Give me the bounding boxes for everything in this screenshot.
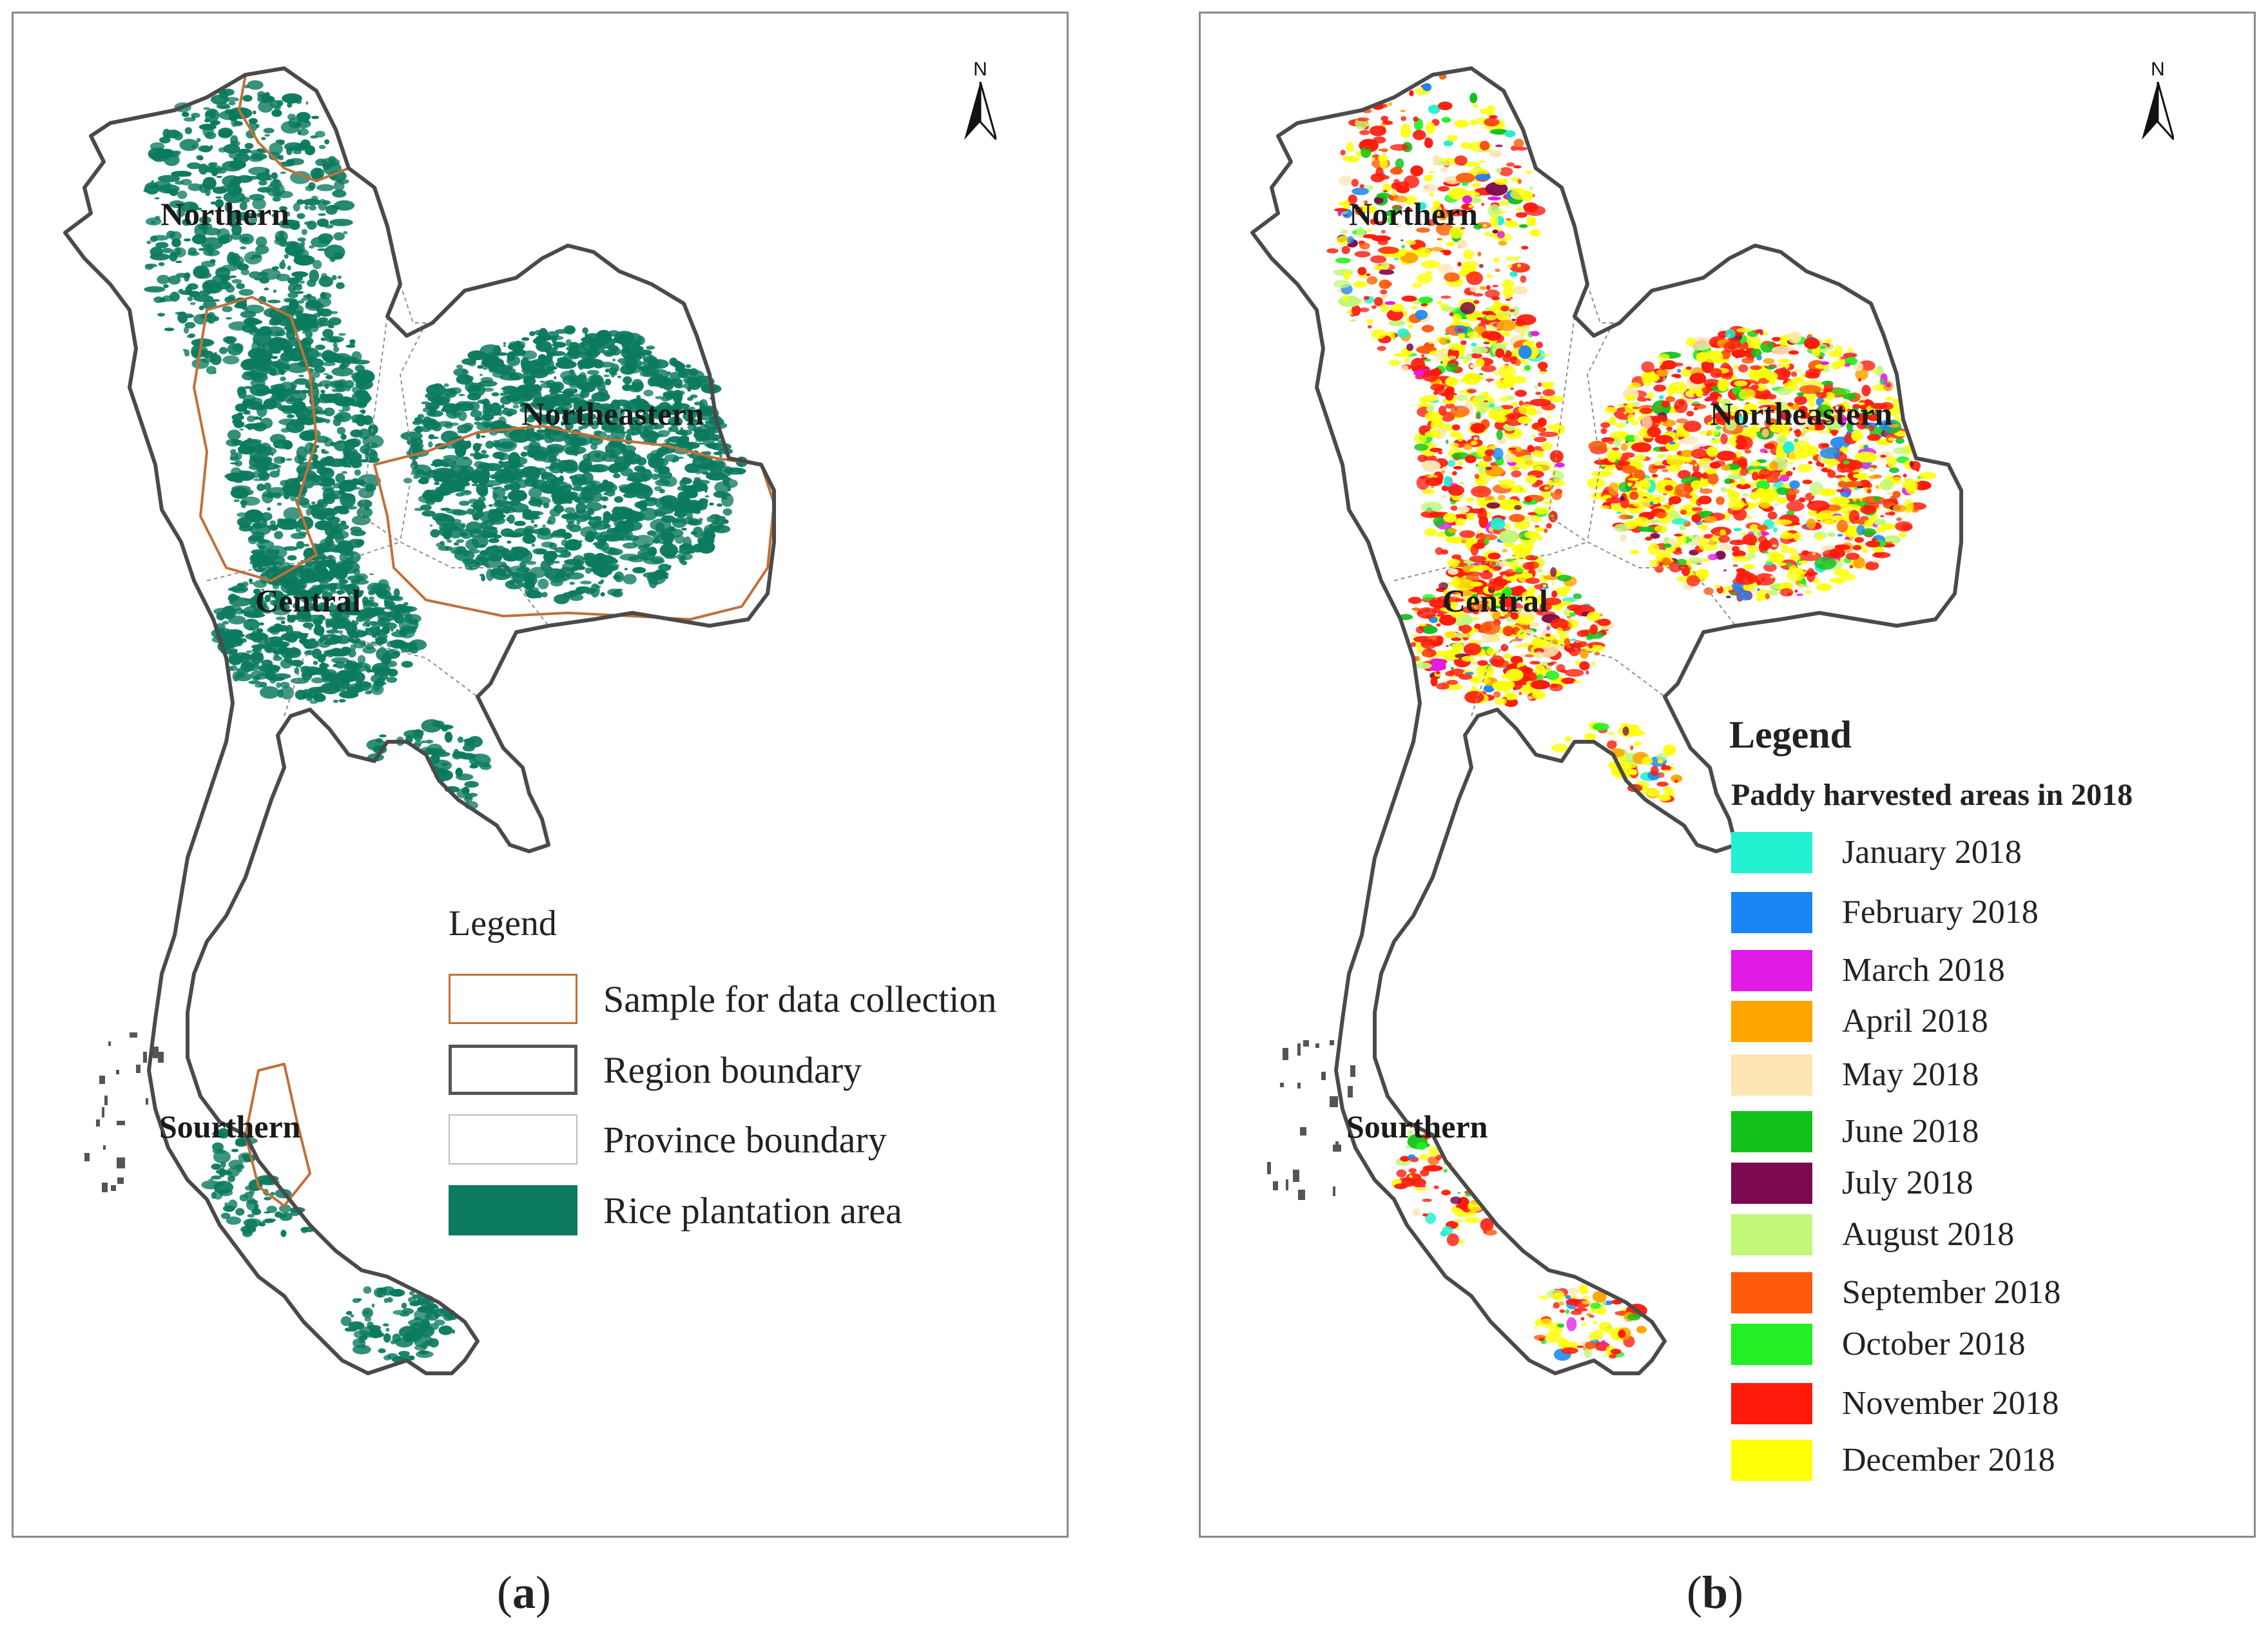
legend-label: September 2018 (1842, 1274, 2061, 1311)
caption-b: (b) (1687, 1566, 1743, 1620)
map-panel-a: Northern Northeastern Central Sourthern … (12, 12, 1069, 1538)
region-boundaries (63, 66, 776, 1375)
legend-label: March 2018 (1842, 952, 2005, 989)
legend-label: May 2018 (1842, 1056, 1979, 1093)
thailand-harvest-map (1250, 66, 1963, 1375)
north-arrow-icon (2142, 82, 2174, 140)
region-label-southern: Sourthern (159, 1108, 301, 1145)
caption-a: (a) (497, 1566, 551, 1620)
legend-swatch-rice (449, 1185, 577, 1235)
legend-swatch (1731, 950, 1812, 991)
north-arrow-icon (964, 82, 996, 140)
legend-subtitle: Paddy harvested areas in 2018 (1731, 778, 2133, 812)
region-label-northeastern: Northeastern (521, 396, 704, 432)
legend-swatch-region (449, 1045, 577, 1095)
legend-label: February 2018 (1842, 894, 2039, 931)
legend-title: Legend (449, 904, 557, 943)
legend-label: Region boundary (603, 1049, 862, 1091)
legend-label: Sample for data collection (603, 978, 997, 1020)
harvest-areas (1326, 73, 1937, 1361)
legend-label: August 2018 (1842, 1216, 2015, 1253)
region-label-northeastern: Northeastern (1710, 396, 1893, 432)
caption-open: ( (1687, 1567, 1702, 1618)
legend-swatch (1731, 1163, 1812, 1204)
province-boundaries (206, 284, 549, 717)
region-label-northern: Northern (1349, 196, 1478, 232)
legend-title: Legend (1729, 713, 1852, 756)
region-boundaries (1250, 66, 1963, 1375)
legend-label: July 2018 (1842, 1165, 1973, 1201)
region-label-central: Central (1442, 583, 1548, 619)
legend-label: October 2018 (1842, 1326, 2026, 1362)
legend-swatch (1731, 1214, 1812, 1255)
legend-label: January 2018 (1842, 834, 2022, 871)
caption-close: ) (1728, 1567, 1744, 1618)
region-label-central: Central (255, 583, 361, 619)
legend-swatch (1731, 1111, 1812, 1152)
legend-swatch (1731, 1324, 1812, 1365)
legend-swatch (1731, 1440, 1812, 1481)
caption-letter: b (1701, 1567, 1729, 1618)
province-boundaries (1393, 284, 1736, 717)
legend-swatch-sample (449, 974, 577, 1024)
caption-close: ) (535, 1567, 551, 1618)
legend-label: June 2018 (1842, 1113, 1979, 1150)
legend-swatch-province (449, 1114, 577, 1165)
rice-plantation-area (143, 80, 748, 1363)
legend-label: Province boundary (603, 1119, 887, 1161)
legend-swatch (1731, 1272, 1812, 1313)
north-letter: N (2151, 59, 2165, 80)
legend-label: April 2018 (1842, 1003, 1988, 1040)
legend-label: Rice plantation area (603, 1190, 902, 1232)
legend-swatch (1731, 1383, 1812, 1424)
caption-letter: a (512, 1567, 536, 1618)
map-panel-b: Northern Northeastern Central Sourthern … (1199, 12, 2256, 1538)
region-label-northern: Northern (160, 196, 289, 232)
legend-label: November 2018 (1842, 1385, 2059, 1422)
north-letter: N (973, 59, 987, 80)
thailand-rice-map (63, 66, 776, 1375)
legend-swatch (1731, 892, 1812, 933)
region-label-southern: Sourthern (1346, 1108, 1488, 1145)
legend-swatch (1731, 832, 1812, 873)
legend-swatch (1731, 1001, 1812, 1042)
legend-label: December 2018 (1842, 1442, 2055, 1478)
caption-open: ( (497, 1567, 512, 1618)
legend-swatch (1731, 1054, 1812, 1096)
